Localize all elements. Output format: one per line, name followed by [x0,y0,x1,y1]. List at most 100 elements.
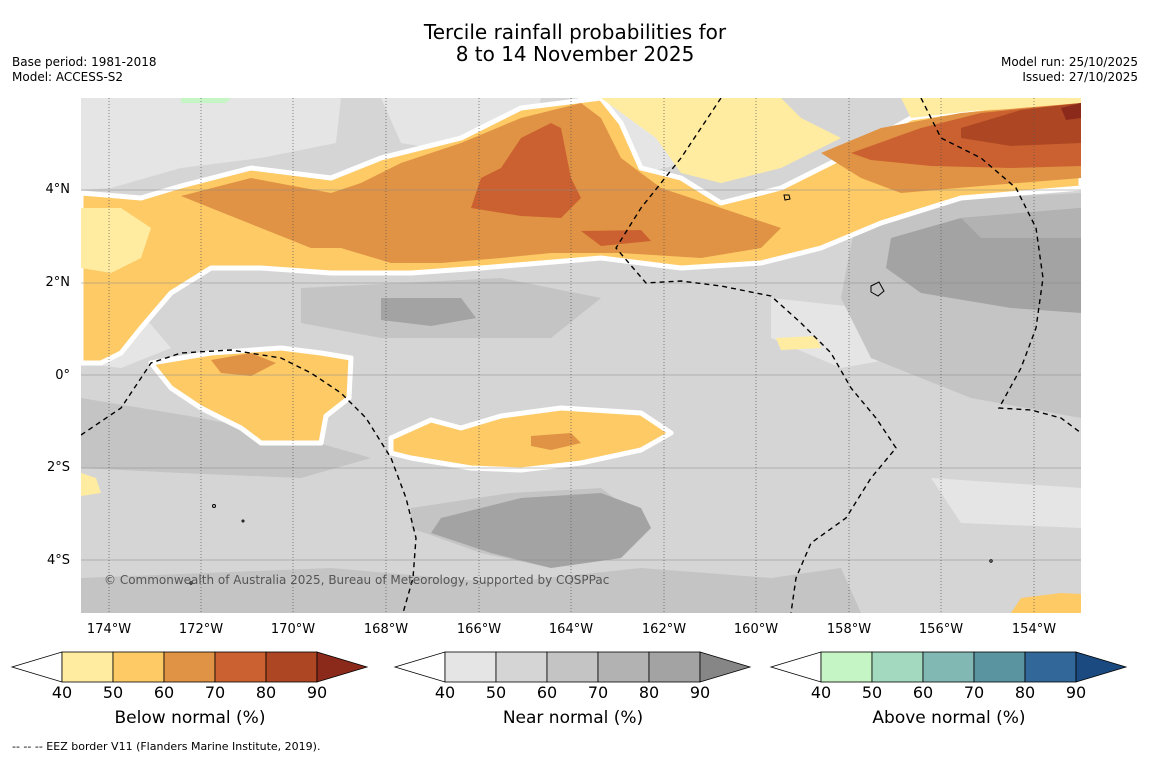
colorbar-tick-label: 60 [153,683,175,702]
near-normal-80-patch [381,298,476,326]
eez-border-line [920,98,1081,434]
map-gridlines [81,98,1081,613]
island-outline [189,581,193,585]
colorbar-below-normal [10,651,369,683]
colorbar-near-normal [393,651,752,683]
colorbar-segment [871,651,924,683]
colorbar-segment [546,651,599,683]
lat-label: 4°N [45,182,71,197]
colorbar-segment [265,651,318,683]
below-normal-40-patch [901,98,1081,118]
colorbar-label-above-normal: Above normal (%) [872,708,1026,728]
below-normal-70-region [471,123,581,218]
colorbar-tick-label: 80 [1014,683,1036,702]
below-normal-40-patch [81,208,151,273]
colorbar-tick-label: 70 [204,683,226,702]
model-run: Model run: 25/10/2025 [1000,55,1138,69]
lat-label: 0° [55,368,70,383]
lon-label: 170°W [270,622,316,637]
colorbar-tick-label: 90 [1065,683,1087,702]
colorbar-tick-label: 80 [638,683,660,702]
near-normal-60-patch [81,398,371,478]
lon-label: 166°W [456,622,502,637]
colorbar-label-below-normal: Below normal (%) [114,708,266,728]
rainfall-probability-map [81,98,1081,613]
colorbar-segment [112,651,165,683]
near-normal-70-patch [961,208,1081,238]
model-name: Model: ACCESS-S2 [12,70,124,84]
colorbar-lower-extend [10,651,63,683]
colorbar-tick-label: 50 [102,683,124,702]
below-normal-60-patch [531,433,581,450]
island-outline [241,519,245,523]
near-normal-60-patch [81,568,861,613]
below-normal-70-region [581,230,651,246]
colorbar-segment [163,651,216,683]
colorbar-segment [495,651,548,683]
near-normal-40-patch [81,98,341,190]
island-outline [989,559,993,563]
colorbar-tick-label: 80 [255,683,277,702]
colorbars [10,651,1128,683]
copyright-notice: © Commonwealth of Australia 2025, Bureau… [104,573,610,587]
below-normal-40-patch [776,336,821,350]
lat-label: 2°S [46,460,70,475]
colorbar-segment [820,651,873,683]
lon-label: 162°W [641,622,687,637]
colorbar-tick-label: 70 [587,683,609,702]
above-normal-40-patch [181,98,231,103]
colorbar-segment [214,651,267,683]
colorbar-segment [597,651,650,683]
colorbar-segment [61,651,114,683]
colorbar-tick-label: 40 [810,683,832,702]
below-normal-80-region [961,103,1081,146]
eez-border-line [615,98,897,613]
colorbar-segment [648,651,701,683]
colorbar-segment [1024,651,1077,683]
eez-borders [81,98,1081,613]
lon-label: 158°W [826,622,872,637]
eez-footnote: -- -- -- EEZ border V11 (Flanders Marine… [12,740,321,753]
eez-border-line [81,349,417,613]
near-normal-40-patch [931,478,1081,528]
colorbar-tick-label: 50 [861,683,883,702]
island-outline [870,281,885,297]
colorbar-upper-extend [699,651,752,683]
below-normal-90-region [1061,103,1081,120]
colorbar-tick-label: 70 [963,683,985,702]
colorbar-tick-label: 50 [485,683,507,702]
colorbar-lower-extend [393,651,446,683]
colorbar-above-normal [769,651,1128,683]
lat-label: 2°N [45,275,71,290]
colorbar-upper-extend [1075,651,1128,683]
lon-label: 160°W [733,622,779,637]
colorbar-tick-label: 40 [51,683,73,702]
lon-label: 164°W [548,622,594,637]
below-normal-60-patch [211,353,276,376]
base-period: Base period: 1981-2018 [12,55,157,69]
islands [189,194,993,585]
title-line-1: Tercile rainfall probabilities for [423,20,727,44]
lon-label: 156°W [918,622,964,637]
colorbar-tick-label: 90 [306,683,328,702]
island-outline [212,504,216,508]
lat-label: 4°S [46,553,70,568]
near-normal-80-patch [431,493,651,568]
below-normal-40-patch [81,473,101,496]
colorbar-segment [922,651,975,683]
below-normal-40-patch [601,98,841,183]
below-normal-50-patch [1011,593,1081,613]
colorbar-tick-label: 90 [689,683,711,702]
lon-label: 174°W [86,622,132,637]
colorbar-tick-label: 60 [912,683,934,702]
colorbar-segment [973,651,1026,683]
lon-label: 154°W [1011,622,1057,637]
colorbar-tick-label: 60 [536,683,558,702]
lon-label: 172°W [178,622,224,637]
colorbar-tick-label: 40 [434,683,456,702]
lon-label: 168°W [363,622,409,637]
title-line-2: 8 to 14 November 2025 [455,42,695,66]
island-outline [783,194,791,201]
colorbar-label-near-normal: Near normal (%) [502,708,644,728]
issued-date: Issued: 27/10/2025 [1022,70,1138,84]
